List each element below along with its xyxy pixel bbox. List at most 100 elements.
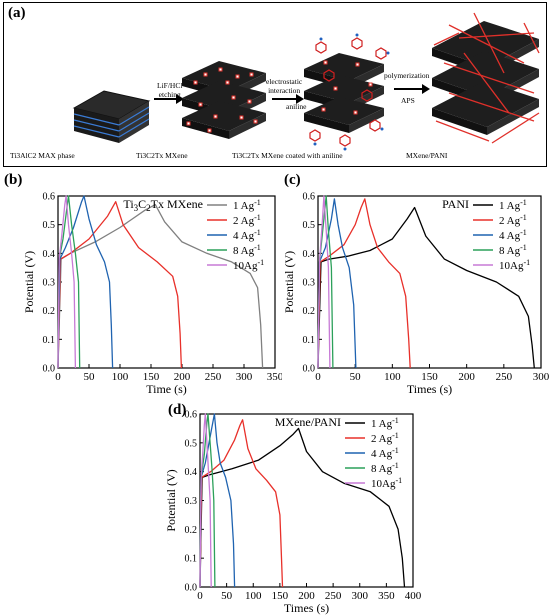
legend-label-8-ag-1: 8 Ag-1 xyxy=(233,243,261,257)
max-phase-block xyxy=(72,90,151,143)
x-tick-label: 50 xyxy=(221,590,233,602)
series-line-4-ag-1 xyxy=(57,195,114,369)
y-tick-label: 0.5 xyxy=(43,220,56,231)
chart-mxene-pani: 0 50 100 150 200 250 300 350 400 0.0 0.1 0.2 0.3 0.4 0… xyxy=(164,410,422,616)
y-axis-label: Potential (V) xyxy=(282,251,296,313)
schematic-panel: (a) xyxy=(3,2,547,167)
y-tick-label: 0.6 xyxy=(185,410,198,421)
x-tick-label: 150 xyxy=(143,371,160,383)
series-line-2-ag-1 xyxy=(57,201,183,369)
legend-label-4-ag-1: 4 Ag-1 xyxy=(233,228,261,242)
y-tick-label: 0.1 xyxy=(43,335,56,346)
electrostatic-line2: interaction xyxy=(268,86,301,95)
x-tick-label: 200 xyxy=(458,371,475,383)
x-tick-label: 200 xyxy=(174,371,191,383)
legend-label-2-ag-1: 2 Ag-1 xyxy=(499,213,527,227)
polymerization-step-label: polymerization xyxy=(384,71,430,80)
y-tick-label: 0.0 xyxy=(303,364,316,375)
x-tick-label: 250 xyxy=(496,371,513,383)
legend-label-4-ag-1: 4 Ag-1 xyxy=(371,446,399,460)
legend-label-2-ag-1: 2 Ag-1 xyxy=(233,213,261,227)
mxene-stack xyxy=(182,61,266,139)
panel-letter-c: (c) xyxy=(284,172,301,188)
x-tick-label: 50 xyxy=(84,371,96,383)
y-tick-label: 0.4 xyxy=(43,249,56,260)
stage-label-mxene: Ti3C2Tx MXene xyxy=(136,151,188,160)
stage-label-mxene-pani: MXene/PANI xyxy=(406,151,448,160)
legend-label-8-ag-1: 8 Ag-1 xyxy=(499,243,527,257)
etching-line1: LiF/HCl xyxy=(157,81,183,90)
x-tick-label: 50 xyxy=(350,371,362,383)
panel-letter-b: (b) xyxy=(4,172,23,188)
y-axis-label: Potential (V) xyxy=(164,469,178,531)
aps-label: APS xyxy=(401,96,415,105)
x-tick-label: 300 xyxy=(352,590,369,602)
legend-label-2-ag-1: 2 Ag-1 xyxy=(371,431,399,445)
x-tick-label: 400 xyxy=(405,590,422,602)
y-tick-label: 0.2 xyxy=(185,525,198,536)
chart-title: MXene/PANI xyxy=(275,415,341,429)
aniline-coated-stack xyxy=(304,33,390,151)
x-tick-label: 300 xyxy=(236,371,253,383)
aniline-label: aniline xyxy=(286,102,307,111)
y-tick-label: 0.1 xyxy=(303,335,316,346)
x-tick-label: 150 xyxy=(421,371,438,383)
x-axis-label: Time (s) xyxy=(146,382,187,396)
x-axis-label: Times (s) xyxy=(284,601,329,615)
etching-line2: etching xyxy=(158,90,181,99)
electrostatic-arrow xyxy=(272,94,304,104)
y-tick-label: 0.2 xyxy=(43,306,56,317)
series-line-10ag-1 xyxy=(57,195,77,369)
electrostatic-step-label: electrostatic interaction xyxy=(266,77,302,95)
stage-label-coated: Ti3C2Tx MXene coated with aniline xyxy=(232,151,343,160)
x-tick-label: 350 xyxy=(378,590,395,602)
mxene-pani-sheets xyxy=(432,12,540,144)
y-tick-label: 0.3 xyxy=(43,278,56,289)
legend-label-10ag-1: 10Ag-1 xyxy=(499,258,530,272)
x-axis-label: Times (s) xyxy=(407,382,452,396)
legend-label-1-ag-1: 1 Ag-1 xyxy=(233,198,261,212)
x-tick-label: 250 xyxy=(205,371,222,383)
panel-letter-d: (d) xyxy=(168,402,187,418)
chart-title: Ti3C2Tx MXene xyxy=(123,197,203,213)
legend-label-10ag-1: 10Ag-1 xyxy=(371,476,402,490)
series-line-1-ag-1 xyxy=(199,427,406,588)
series-line-4-ag-1 xyxy=(199,413,236,588)
x-tick-label: 100 xyxy=(384,371,401,383)
chart-pani: 0 50 100 150 200 250 300 0.0 0.1 0.2 0.3 0.4 0.5 0.6 T… xyxy=(282,192,550,397)
x-tick-label: 0 xyxy=(315,371,321,383)
x-tick-label: 300 xyxy=(533,371,550,383)
y-tick-label: 0.6 xyxy=(43,192,56,203)
series-line-10ag-1 xyxy=(199,413,212,588)
x-tick-label: 0 xyxy=(197,590,203,602)
y-tick-label: 0.5 xyxy=(303,220,316,231)
stage-label-max: Ti3AlC2 MAX phase xyxy=(10,151,75,160)
series-line-2-ag-1 xyxy=(317,198,411,369)
legend-label-4-ag-1: 4 Ag-1 xyxy=(499,228,527,242)
y-tick-label: 0.4 xyxy=(185,467,198,478)
chart-title: PANI xyxy=(442,197,469,211)
schematic-illustration xyxy=(72,12,540,151)
series-line-4-ag-1 xyxy=(317,198,357,369)
y-axis-label: Potential (V) xyxy=(22,251,36,313)
chart-mxene: 0 50 100 150 200 250 300 350 0.0 0.1 0.2 0.3 0.4 0.5 0… xyxy=(22,192,282,397)
y-tick-label: 0.5 xyxy=(185,438,198,449)
series-line-10ag-1 xyxy=(317,195,331,369)
legend-label-8-ag-1: 8 Ag-1 xyxy=(371,461,399,475)
panel-letter-a: (a) xyxy=(8,5,26,21)
etching-step-label: LiF/HCl etching xyxy=(157,81,182,99)
y-tick-label: 0.0 xyxy=(185,583,198,594)
series-line-1-ag-1 xyxy=(317,206,535,369)
x-tick-label: 350 xyxy=(267,371,282,383)
legend-label-10ag-1: 10Ag-1 xyxy=(233,258,264,272)
x-tick-label: 100 xyxy=(245,590,262,602)
x-tick-label: 250 xyxy=(325,590,342,602)
polymerization-arrow xyxy=(394,84,430,94)
series-line-1-ag-1 xyxy=(57,203,264,369)
x-tick-label: 100 xyxy=(112,371,129,383)
y-tick-label: 0.6 xyxy=(303,192,316,203)
legend-label-1-ag-1: 1 Ag-1 xyxy=(371,416,399,430)
y-tick-label: 0.1 xyxy=(185,554,198,565)
legend-label-1-ag-1: 1 Ag-1 xyxy=(499,198,527,212)
y-tick-label: 0.3 xyxy=(185,496,198,507)
